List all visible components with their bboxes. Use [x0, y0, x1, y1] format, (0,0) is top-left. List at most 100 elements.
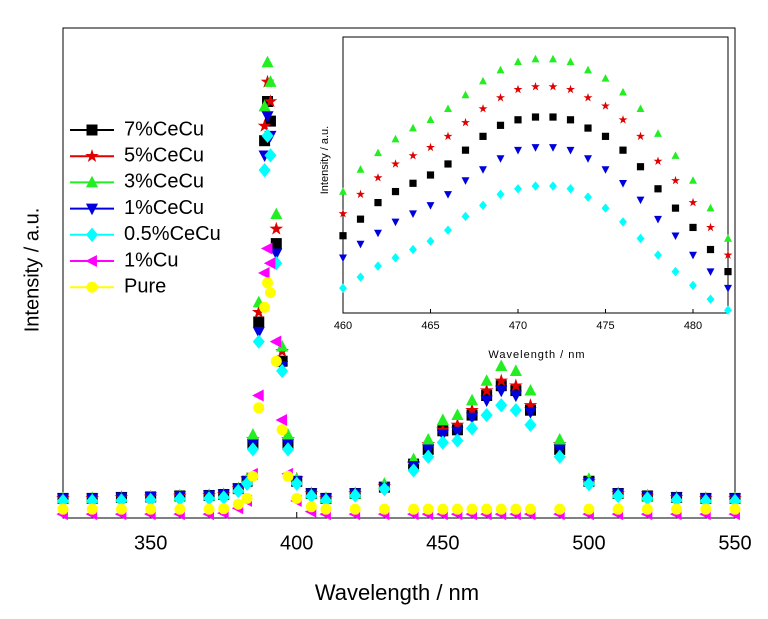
marker [689, 280, 697, 291]
marker [263, 94, 278, 108]
marker [495, 398, 508, 413]
marker [465, 393, 479, 406]
marker [246, 428, 259, 440]
marker [729, 503, 741, 515]
marker [496, 189, 505, 199]
marker [391, 218, 400, 227]
marker [261, 128, 274, 143]
marker [436, 413, 449, 425]
marker [217, 490, 230, 505]
marker [641, 491, 654, 506]
marker [549, 54, 557, 63]
marker [636, 233, 645, 244]
legend-marker [86, 124, 98, 136]
inset-x-axis-label: Wavelength / nm [488, 349, 585, 361]
marker [671, 232, 680, 241]
x-tick-label: 400 [280, 532, 313, 554]
marker [409, 244, 417, 255]
legend-marker [85, 227, 99, 242]
marker [612, 488, 625, 504]
marker [509, 390, 522, 403]
legend-label: Pure [124, 275, 166, 297]
marker [436, 422, 450, 436]
marker [391, 159, 400, 168]
marker [258, 99, 271, 112]
marker [262, 277, 274, 289]
marker [554, 503, 566, 515]
marker [653, 156, 663, 165]
marker [566, 57, 575, 66]
marker [509, 403, 522, 418]
marker [670, 492, 683, 508]
marker [584, 124, 592, 132]
marker [252, 334, 265, 349]
x-tick-label: 350 [134, 532, 167, 554]
marker [514, 184, 522, 194]
marker [531, 113, 540, 121]
marker [636, 196, 645, 205]
marker [253, 316, 265, 328]
marker [276, 339, 289, 352]
marker [408, 151, 418, 160]
marker [671, 266, 680, 277]
marker [173, 491, 186, 507]
marker [728, 493, 742, 508]
x-tick-label: 460 [334, 320, 352, 332]
marker [479, 200, 487, 211]
marker [437, 503, 449, 515]
marker [654, 215, 662, 224]
marker [636, 104, 645, 112]
marker [409, 210, 417, 218]
marker [495, 359, 508, 372]
marker [706, 294, 715, 304]
marker [319, 493, 333, 508]
legend-marker [85, 203, 99, 216]
marker [409, 123, 417, 132]
marker [144, 492, 157, 508]
marker [566, 184, 575, 194]
marker [443, 131, 453, 141]
marker [270, 238, 282, 250]
marker [724, 234, 732, 242]
marker [261, 55, 274, 68]
marker [444, 225, 452, 235]
legend-label: 7%CeCu [124, 118, 204, 140]
marker [247, 470, 259, 482]
marker [566, 116, 575, 124]
marker [601, 101, 610, 110]
marker [349, 503, 361, 515]
marker [619, 87, 627, 96]
marker [349, 488, 362, 503]
marker [548, 82, 558, 91]
marker [378, 481, 391, 497]
marker [290, 476, 303, 491]
marker [514, 146, 522, 155]
marker [496, 65, 505, 74]
marker [339, 187, 347, 195]
marker [582, 477, 595, 492]
marker [407, 463, 420, 478]
marker [461, 177, 470, 185]
marker [479, 166, 487, 174]
marker [461, 117, 470, 127]
marker [584, 192, 592, 202]
marker [706, 245, 715, 254]
x-tick-label: 480 [684, 320, 702, 332]
marker [320, 503, 332, 515]
marker [291, 492, 303, 504]
marker [270, 355, 282, 367]
marker [514, 57, 522, 66]
marker [495, 385, 508, 398]
marker [524, 503, 536, 515]
legend-label: 3%CeCu [124, 171, 204, 193]
marker [115, 503, 127, 515]
marker [374, 229, 382, 238]
marker [699, 493, 712, 508]
marker [86, 503, 98, 515]
marker [305, 501, 317, 513]
marker [422, 433, 435, 445]
marker [261, 111, 274, 123]
legend-label: 5%CeCu [124, 144, 204, 166]
marker [496, 93, 505, 102]
